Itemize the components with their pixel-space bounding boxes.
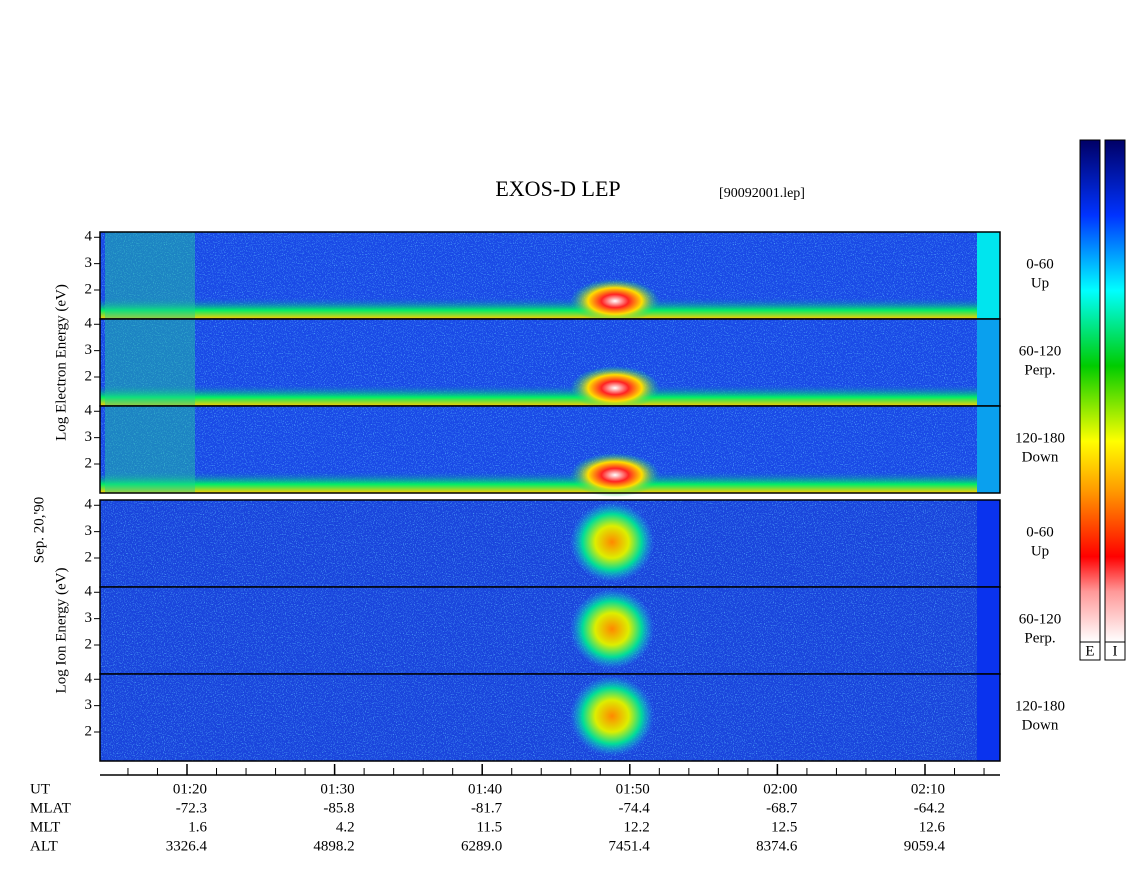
spectrogram-noise — [100, 500, 977, 587]
ephemeris-value: -85.8 — [323, 800, 354, 816]
ephemeris-value: 02:00 — [763, 781, 797, 797]
ephemeris-value: 12.5 — [771, 819, 797, 835]
ephemeris-value: 4.2 — [336, 819, 355, 835]
panel-direction: Up — [1031, 275, 1049, 291]
panel-direction: Down — [1022, 717, 1059, 733]
hot-spot — [570, 366, 660, 410]
y-tick-label: 3 — [85, 697, 93, 713]
panel-direction: Down — [1022, 449, 1059, 465]
panel-range: 60-120 — [1019, 611, 1062, 627]
y-tick-label: 4 — [85, 316, 93, 332]
ephemeris-value: 01:50 — [616, 781, 650, 797]
side-strip — [977, 319, 1000, 406]
ephemeris-value: 01:40 — [468, 781, 502, 797]
y-tick-label: 4 — [85, 584, 93, 600]
y-tick-label: 2 — [85, 549, 93, 565]
ion-hot-spot — [570, 676, 654, 756]
date-label: Sep. 20,'90 — [31, 497, 47, 563]
row-label: MLT — [30, 819, 60, 835]
y-tick-label: 2 — [85, 723, 93, 739]
ephemeris-value: 12.2 — [624, 819, 650, 835]
y-tick-label: 3 — [85, 523, 93, 539]
panel-frame — [99, 405, 1001, 494]
early-structure — [105, 232, 195, 319]
panel-range: 0-60 — [1026, 524, 1054, 540]
y-tick-label: 2 — [85, 368, 93, 384]
y-tick-label: 3 — [85, 610, 93, 626]
y-tick-label: 2 — [85, 455, 93, 471]
title: EXOS-D LEP — [495, 176, 620, 201]
y-axis-label: Log Electron Energy (eV) — [53, 284, 69, 441]
ephemeris-value: 8374.6 — [756, 838, 798, 854]
ion-hot-spot — [570, 502, 654, 582]
ephemeris-value: 7451.4 — [609, 838, 651, 854]
ion-hot-spot — [570, 589, 654, 669]
y-tick-label: 2 — [85, 636, 93, 652]
side-strip — [977, 232, 1000, 319]
side-strip — [977, 500, 1000, 587]
side-strip — [977, 406, 1000, 493]
panel-direction: Up — [1031, 543, 1049, 559]
ephemeris-value: 11.5 — [476, 819, 502, 835]
colorbar-label-box — [1104, 641, 1126, 661]
y-tick-label: 4 — [85, 229, 93, 245]
panel-direction: Perp. — [1024, 630, 1055, 646]
low-energy-band — [100, 471, 977, 493]
ephemeris-value: 6289.0 — [461, 838, 502, 854]
side-strip — [977, 674, 1000, 761]
ephemeris-value: 02:10 — [911, 781, 945, 797]
ephemeris-value: -68.7 — [766, 800, 798, 816]
ephemeris-value: 3326.4 — [166, 838, 208, 854]
ephemeris-value: -72.3 — [176, 800, 207, 816]
spectrogram-noise — [100, 674, 977, 761]
hot-spot — [570, 453, 660, 497]
panel-range: 0-60 — [1026, 256, 1054, 272]
ephemeris-value: 01:30 — [320, 781, 354, 797]
ephemeris-value: -64.2 — [914, 800, 945, 816]
panel-range: 120-180 — [1015, 430, 1065, 446]
y-tick-label: 4 — [85, 403, 93, 419]
colorbar-label: E — [1085, 643, 1094, 659]
ephemeris-value: -74.4 — [619, 800, 651, 816]
colorbar-label-box — [1079, 641, 1101, 661]
ephemeris-value: 1.6 — [188, 819, 207, 835]
file-name: [90092001.lep] — [719, 186, 805, 201]
low-energy-band — [100, 384, 977, 406]
row-label: MLAT — [30, 800, 71, 816]
y-tick-label: 3 — [85, 255, 93, 271]
y-tick-label: 3 — [85, 429, 93, 445]
early-structure — [105, 319, 195, 406]
panel-frame — [99, 673, 1001, 762]
y-tick-label: 3 — [85, 342, 93, 358]
panel-direction: Perp. — [1024, 362, 1055, 378]
y-tick-label: 2 — [85, 281, 93, 297]
panel-range: 60-120 — [1019, 343, 1062, 359]
early-structure — [105, 406, 195, 493]
ephemeris-value: 9059.4 — [904, 838, 946, 854]
y-tick-label: 4 — [85, 671, 93, 687]
ephemeris-value: 4898.2 — [313, 838, 354, 854]
ephemeris-value: 12.6 — [919, 819, 946, 835]
colorbar — [1079, 139, 1101, 643]
colorbar-label: I — [1113, 643, 1118, 659]
row-label: ALT — [30, 838, 58, 854]
row-label: UT — [30, 781, 50, 797]
y-tick-label: 4 — [85, 497, 93, 513]
colorbar — [1104, 139, 1126, 643]
spectrogram-noise — [100, 587, 977, 674]
y-axis-label: Log Ion Energy (eV) — [53, 568, 69, 694]
ephemeris-value: -81.7 — [471, 800, 503, 816]
panel-range: 120-180 — [1015, 698, 1065, 714]
ephemeris-value: 01:20 — [173, 781, 207, 797]
hot-spot — [570, 279, 660, 323]
side-strip — [977, 587, 1000, 674]
low-energy-band — [100, 297, 977, 319]
